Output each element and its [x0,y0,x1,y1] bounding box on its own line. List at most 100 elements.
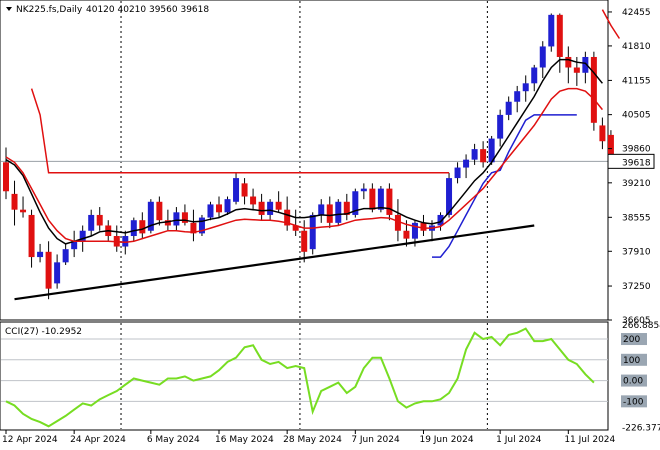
cci-panel: CCI(27) -10.2952 200 100 0.00 -100 266.8854 -… [0,321,660,434]
candle-body-24 [207,204,214,218]
candle-body-6 [54,262,61,284]
candle-body-56 [480,149,487,163]
candle-body-8 [71,241,78,250]
candle-body-58 [497,114,504,139]
last-price-box [607,153,655,169]
cci-title: CCI(27) -10.2952 [5,327,82,337]
candle-body-0 [3,162,9,192]
collapse-arrow-icon [6,7,12,11]
candle-body-65 [556,14,563,57]
candle-body-40 [343,201,350,215]
x-tick-label-6: 19 Jun 2024 [419,435,473,445]
candle-body-62 [531,67,538,84]
candle-body-3 [28,214,35,258]
candle-body-66 [565,56,572,68]
price-tick-label-6: 38555 [622,213,651,223]
candle-body-55 [471,149,478,160]
candle-body-46 [394,214,401,231]
candle-body-41 [352,191,359,215]
x-tick-label-5: 7 Jun 2024 [351,435,400,445]
cci-bottom-label: -226.377 [622,424,660,434]
candle-body-34 [292,225,299,231]
overlay-line-1 [432,114,577,258]
candle-body-17 [147,201,154,231]
candle-body-38 [326,204,333,223]
candle-body-32 [275,201,282,210]
cci-level-box-2 [621,374,647,387]
cci-panel-frame [0,321,609,431]
candle-body-45 [386,188,393,215]
price-tick-label-3: 40505 [622,111,651,121]
candle-body-22 [190,222,197,234]
candle-body-48 [411,222,418,239]
x-tick-label-0: 12 Apr 2024 [2,435,58,445]
cci-top-label: 266.8854 [622,321,660,331]
price-tick-label-7: 37910 [622,247,651,257]
x-tick-label-4: 28 May 2024 [283,435,342,445]
price-panel: 42455 41810 41155 40505 39860 39210 38555 37910… [0,0,655,326]
candle-body-54 [463,159,470,168]
candle-body-36 [309,214,316,250]
candle-body-61 [522,83,529,92]
candle-body-37 [318,204,325,215]
x-tick-label-1: 24 Apr 2024 [70,435,126,445]
candle-body-30 [258,201,265,215]
cci-level-box-3 [621,395,647,408]
candle-body-14 [122,236,129,247]
price-tick-label-9: 36605 [622,316,651,326]
candle-body-70 [599,125,606,142]
candle-body-63 [539,46,546,68]
cci-level-box-1 [621,353,647,366]
candle-body-59 [505,101,512,115]
candle-body-47 [403,230,410,239]
candle-body-10 [88,214,95,231]
price-tick-label-2: 41155 [622,76,651,86]
cci-level-label-0: 200 [623,335,640,345]
candle-body-16 [139,220,146,234]
candle-body-1 [11,193,18,210]
x-tick-label-8: 11 Jul 2024 [564,435,615,445]
x-tick-label-3: 16 May 2024 [215,435,274,445]
candle-body-53 [454,167,461,179]
candle-body-5 [45,251,52,289]
price-tick-label-8: 37250 [622,282,651,292]
candle-body-68 [582,56,589,73]
candle-body-43 [369,188,376,210]
candle-body-11 [96,214,103,226]
candle-body-18 [156,201,163,221]
candle-body-4 [37,251,44,258]
candle-body-42 [360,188,367,192]
trend-line [14,224,535,301]
candle-body-57 [488,138,495,163]
candle-body-7 [62,249,69,263]
cci-level-label-1: 100 [623,356,640,366]
ohlc-label: 40120 40210 39560 39618 [86,5,209,15]
candle-body-67 [573,67,580,73]
candle-body-28 [241,183,248,197]
candle-body-29 [250,196,257,205]
candle-body-44 [377,188,384,210]
candle-body-25 [216,204,222,213]
chart-header: NK225.fs,Daily 40120 40210 39560 39618 [6,5,209,15]
candle-body-49 [420,222,427,231]
candle-body-2 [20,209,27,213]
x-tick-label-2: 6 May 2024 [147,435,200,445]
candle-body-15 [130,220,137,237]
candle-body-19 [164,220,171,226]
candle-body-20 [173,212,180,226]
x-tick-label-7: 1 Jul 2024 [496,435,541,445]
candle-body-26 [224,199,231,213]
cci-level-box-0 [621,333,647,346]
cci-line [5,327,595,428]
symbol-label: NK225.fs,Daily [16,5,83,15]
candle-body-23 [198,217,205,234]
cci-level-label-3: -100 [623,397,644,407]
candle-body-9 [79,230,86,242]
price-panel-frame [0,0,609,321]
overlay-line-2 [5,58,603,245]
candle-body-35 [301,230,308,252]
candle-body-60 [514,91,521,102]
overlay-line-0 [30,9,621,174]
cci-level-label-2: 0.00 [623,377,643,387]
